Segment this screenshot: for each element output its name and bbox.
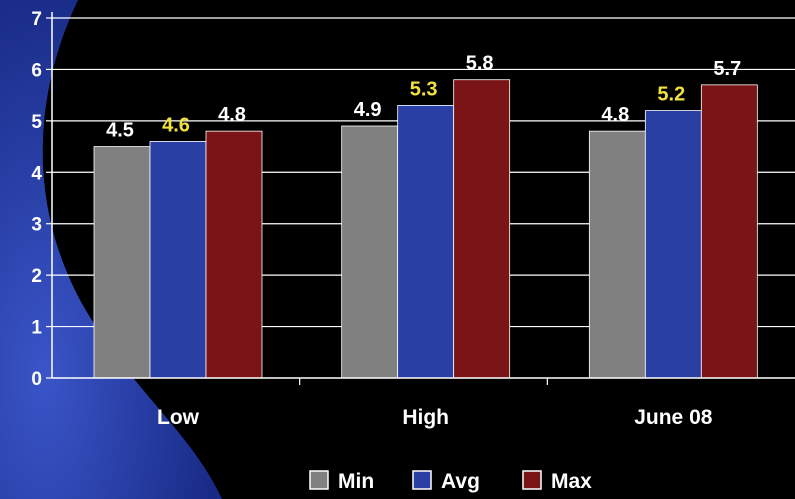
y-tick-label-0: 0 [31, 369, 42, 390]
data-label-max-0: 4.8 [218, 104, 246, 126]
y-tick-label-6: 6 [31, 60, 42, 81]
legend-swatch-max [522, 470, 542, 490]
bar-avg-1 [397, 105, 455, 379]
bar-avg-0 [149, 141, 207, 379]
data-label-avg-2: 5.2 [657, 84, 685, 106]
data-label-avg-0: 4.6 [162, 114, 190, 136]
y-tick-label-5: 5 [31, 112, 42, 133]
x-category-label-2: June 08 [634, 406, 713, 429]
data-label-min-0: 4.5 [106, 120, 134, 142]
bar-min-0 [93, 146, 151, 379]
y-tick-label-4: 4 [31, 163, 42, 184]
legend: Min Avg Max [309, 470, 592, 493]
bar-avg-2 [644, 110, 702, 379]
data-label-min-1: 4.9 [354, 99, 382, 121]
legend-swatch-avg [412, 470, 432, 490]
bar-min-1 [341, 125, 399, 379]
legend-label-avg: Avg [441, 470, 480, 493]
y-tick-label-2: 2 [31, 266, 42, 287]
y-tick-label-3: 3 [31, 215, 42, 236]
x-category-label-1: High [402, 406, 449, 429]
bar-max-1 [453, 79, 511, 379]
bar-max-2 [700, 84, 758, 379]
data-label-max-2: 5.7 [713, 58, 741, 80]
x-category-label-0: Low [157, 406, 200, 429]
bars [93, 79, 758, 379]
y-tick-label-7: 7 [31, 9, 42, 30]
axes: 0 1 2 3 4 5 6 7 Low High June 08 [31, 9, 795, 429]
data-label-min-2: 4.8 [601, 104, 629, 126]
legend-label-max: Max [551, 470, 592, 493]
background-accent-shape [0, 0, 222, 499]
data-label-max-1: 5.8 [466, 53, 494, 75]
data-label-avg-1: 5.3 [410, 78, 438, 100]
bar-min-2 [588, 130, 646, 379]
y-tick-label-1: 1 [31, 318, 42, 339]
legend-swatch-min [309, 470, 329, 490]
bar-max-0 [205, 130, 263, 379]
legend-label-min: Min [338, 470, 374, 493]
data-labels: 4.5 4.6 4.8 4.9 5.3 5.8 4.8 5.2 5.7 [106, 53, 741, 142]
